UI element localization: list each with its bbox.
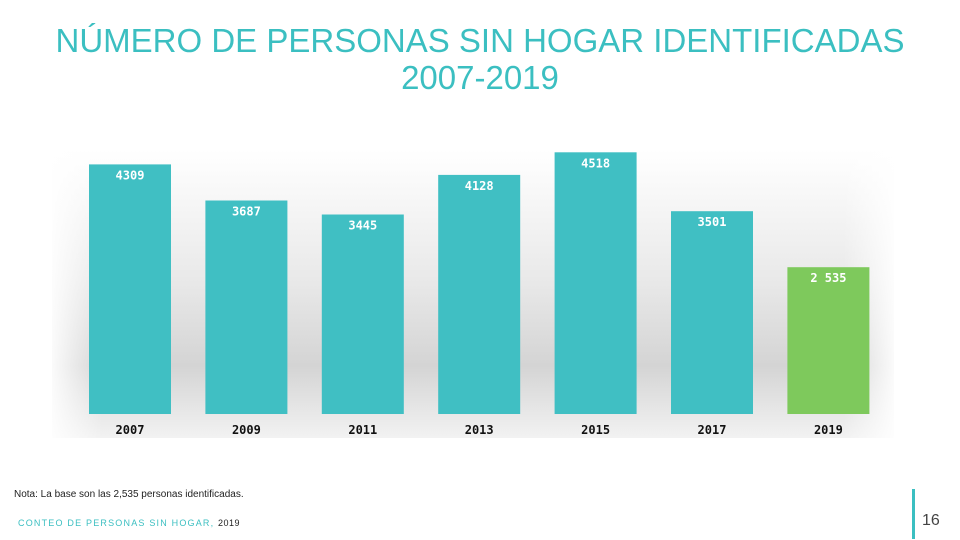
x-tick-2017: 2017 [698, 423, 727, 437]
x-tick-2011: 2011 [348, 423, 377, 437]
chart-title-line1: NÚMERO DE PERSONAS SIN HOGAR IDENTIFICAD… [55, 22, 905, 59]
x-tick-2007: 2007 [116, 423, 145, 437]
data-label-2009: 3687 [232, 205, 261, 219]
x-tick-2019: 2019 [814, 423, 843, 437]
bar-2011 [321, 214, 404, 414]
data-label-2017: 3501 [698, 215, 727, 229]
bar-2013 [438, 174, 521, 414]
data-label-2011: 3445 [348, 219, 377, 233]
footer-year: 2019 [218, 518, 241, 528]
x-tick-2013: 2013 [465, 423, 494, 437]
data-label-2015: 4518 [581, 156, 610, 170]
data-labels-group: 4309 3687 3445 4128 4518 3501 2 535 [116, 156, 847, 285]
chart-title-line2: 2007-2019 [401, 59, 559, 96]
x-tick-labels-group: 2007 2009 2011 2013 2015 2017 2019 [116, 423, 843, 437]
data-label-2013: 4128 [465, 179, 494, 193]
footer-source-text: CONTEO DE PERSONAS SIN HOGAR [18, 518, 211, 528]
bar-2017 [671, 211, 753, 414]
data-label-2007: 4309 [116, 168, 145, 182]
bar-2015 [554, 152, 637, 415]
page-number: 16 [922, 512, 940, 529]
bar-2007 [89, 164, 171, 414]
x-tick-2015: 2015 [581, 423, 610, 437]
footnote: Nota: La base son las 2,535 personas ide… [14, 489, 244, 500]
bars-group [89, 152, 870, 415]
data-label-2019: 2 535 [810, 271, 846, 285]
footer-source: CONTEO DE PERSONAS SIN HOGAR, 2019 [18, 518, 241, 528]
page-divider [912, 489, 915, 539]
x-tick-2009: 2009 [232, 423, 261, 437]
bar-2019 [787, 267, 870, 414]
chart-title: NÚMERO DE PERSONAS SIN HOGAR IDENTIFICAD… [0, 22, 960, 96]
bar-2009 [205, 200, 288, 414]
